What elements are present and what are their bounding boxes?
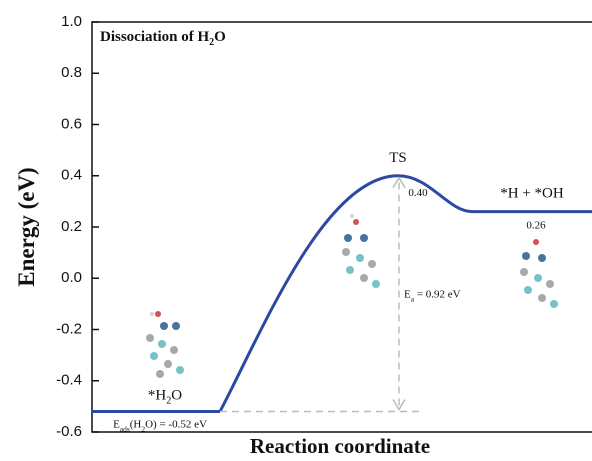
state-label: *H + *OH <box>500 186 564 202</box>
annotation: Ea = 0.92 eV <box>404 289 461 304</box>
transition-curve <box>218 174 399 413</box>
state-label: TS <box>389 150 407 166</box>
y-tick-label: -0.6 <box>56 423 82 440</box>
y-tick-label: -0.2 <box>56 320 82 337</box>
structure-icon <box>146 214 558 378</box>
arrow-head <box>392 176 406 189</box>
y-tick-label: 0.6 <box>61 115 82 132</box>
y-tick-label: 0.4 <box>61 167 82 184</box>
arrow-head <box>392 399 406 411</box>
value-label: 0.40 <box>408 187 428 199</box>
chart-title: Dissociation of H2O <box>100 29 226 48</box>
state-label: *H2O <box>148 388 182 407</box>
value-label: 0.26 <box>526 220 546 232</box>
x-axis-label: Reaction coordinate <box>250 434 430 458</box>
y-tick-label: 0.8 <box>61 64 82 81</box>
y-tick-label: -0.4 <box>56 372 82 389</box>
y-tick-label: 1.0 <box>61 13 82 30</box>
y-tick-label: 0.0 <box>61 269 82 286</box>
y-tick-label: 0.2 <box>61 218 82 235</box>
y-axis-label: Energy (eV) <box>14 167 39 286</box>
annotation: Eads(H2O) = -0.52 eV <box>113 419 207 434</box>
transition-curve <box>397 174 473 214</box>
plot-frame <box>91 21 592 433</box>
